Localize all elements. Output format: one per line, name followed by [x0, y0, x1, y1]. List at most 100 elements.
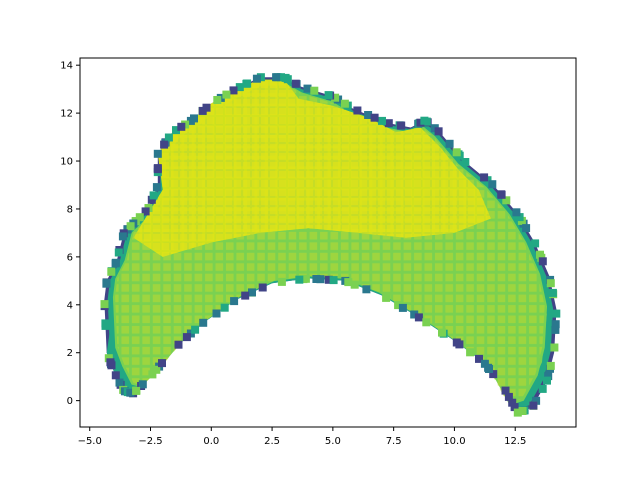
- scatter-point: [329, 276, 338, 285]
- scatter-point: [420, 116, 429, 125]
- scatter-point: [475, 354, 483, 363]
- scatter-point: [272, 73, 281, 82]
- scatter-point: [277, 277, 286, 286]
- scatter-point: [258, 283, 267, 292]
- scatter-point: [497, 190, 506, 199]
- x-tick-label: 12.5: [504, 436, 526, 447]
- x-tick-label: 7.5: [386, 436, 402, 447]
- scatter-point: [515, 213, 524, 222]
- scatter-point: [484, 363, 493, 372]
- scatter-point: [164, 133, 173, 142]
- y-tick-label: 4: [67, 300, 73, 311]
- scatter-point: [529, 401, 538, 410]
- x-axis: −5.0 −2.5 0.0 2.5 5.0 7.5 10.0 12.5: [78, 427, 526, 447]
- scatter-point: [538, 257, 547, 266]
- scatter-point: [551, 325, 560, 334]
- scatter-point: [438, 328, 446, 337]
- scatter-point: [186, 116, 195, 125]
- y-tick-label: 12: [60, 109, 73, 120]
- x-tick-label: 0.0: [203, 436, 219, 447]
- scatter-point: [106, 358, 115, 367]
- scatter-point: [177, 122, 186, 131]
- scatter-point: [324, 91, 333, 100]
- scatter-point: [536, 250, 544, 259]
- marker-texture-dense: [133, 79, 491, 257]
- y-axis: 0 2 4 6 8 10 12 14: [60, 61, 80, 407]
- scatter-point: [158, 359, 166, 368]
- scatter-point: [544, 372, 553, 381]
- scatter-point: [394, 301, 403, 310]
- scatter-point: [512, 208, 521, 217]
- scatter-point: [152, 183, 161, 192]
- scatter-point: [552, 309, 561, 318]
- scatter-point: [546, 279, 555, 288]
- scatter-point: [548, 288, 557, 297]
- scatter-point: [466, 348, 475, 357]
- scatter-point: [410, 310, 419, 319]
- scatter-point: [452, 148, 461, 157]
- scatter-point: [312, 275, 321, 283]
- scatter-point: [126, 388, 135, 397]
- scatter-point: [531, 239, 540, 248]
- scatter-point: [100, 300, 109, 309]
- scatter-point: [138, 380, 147, 389]
- scatter-point: [543, 376, 551, 385]
- scatter-point: [397, 121, 406, 130]
- scatter-point: [152, 365, 161, 374]
- scatter-point: [104, 354, 113, 363]
- y-tick-label: 14: [60, 61, 73, 72]
- scatter-point: [378, 116, 386, 125]
- scatter-point: [324, 275, 333, 284]
- scatter-point: [101, 319, 110, 328]
- scatter-point: [222, 90, 231, 99]
- x-tick-label: −5.0: [78, 436, 102, 447]
- scatter-point: [504, 392, 513, 401]
- scatter-point: [182, 333, 191, 342]
- scatter-point: [118, 232, 127, 241]
- scatter-point: [461, 158, 470, 166]
- scatter-point: [510, 403, 519, 412]
- scatter-point: [501, 386, 510, 395]
- scatter-point: [502, 196, 511, 205]
- scatter-point: [199, 318, 208, 327]
- scatter-point: [111, 259, 120, 268]
- scatter-point: [115, 378, 124, 387]
- scatter-point: [445, 139, 454, 148]
- y-tick-label: 2: [67, 348, 73, 359]
- plot-area: [100, 73, 561, 417]
- scatter-point: [513, 408, 522, 417]
- scatter-point: [364, 111, 373, 119]
- scatter-point: [220, 303, 229, 312]
- y-tick-label: 6: [67, 252, 73, 263]
- scatter-point: [107, 267, 116, 276]
- x-tick-label: 5.0: [325, 436, 341, 447]
- scatter-point: [340, 99, 349, 108]
- scatter-point: [132, 386, 141, 395]
- scatter-point: [398, 303, 407, 312]
- scatter-point: [384, 119, 393, 128]
- scatter-point: [550, 343, 559, 352]
- scatter-point: [252, 74, 261, 83]
- scatter-point: [353, 106, 362, 115]
- scatter-point: [303, 84, 312, 93]
- scatter-point: [111, 371, 120, 380]
- scatter-point: [310, 86, 319, 95]
- x-tick-label: 2.5: [264, 436, 280, 447]
- scatter-point: [229, 86, 238, 95]
- scatter-point: [235, 83, 244, 92]
- y-tick-label: 10: [60, 157, 73, 168]
- scatter-point: [422, 318, 431, 327]
- scatter-point: [135, 213, 144, 222]
- scatter-point: [522, 224, 531, 233]
- x-tick-label: 10.0: [443, 436, 465, 447]
- scatter-point: [160, 140, 169, 149]
- scatter-point: [488, 180, 497, 189]
- axes-frame: [79, 57, 577, 428]
- scatter-point: [414, 313, 423, 322]
- scatter-point: [141, 207, 150, 216]
- scatter-point: [153, 164, 162, 173]
- scatter-point: [370, 113, 379, 122]
- scatter-point: [241, 291, 250, 300]
- scatter-point: [277, 73, 285, 82]
